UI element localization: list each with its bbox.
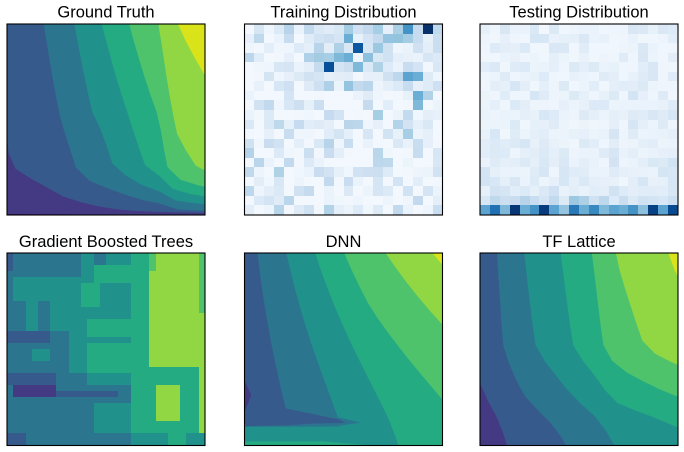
- svg-text:DNN: DNN: [326, 233, 362, 251]
- svg-text:Ground Truth: Ground Truth: [57, 4, 154, 22]
- svg-text:Training Distribution: Training Distribution: [270, 4, 416, 22]
- svg-text:Gradient Boosted Trees: Gradient Boosted Trees: [19, 233, 193, 251]
- svg-text:TF Lattice: TF Lattice: [542, 233, 615, 251]
- svg-text:Testing Distribution: Testing Distribution: [509, 4, 648, 22]
